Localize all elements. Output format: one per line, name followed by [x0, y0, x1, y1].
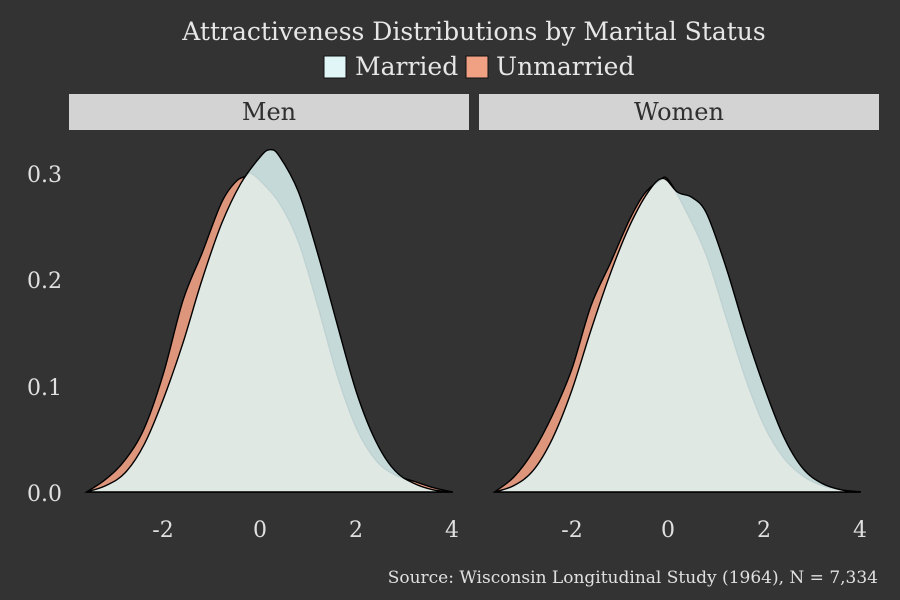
facet-strip-women-label: Women: [634, 98, 724, 126]
facet-strip-women: [479, 94, 879, 130]
legend-key-married: [323, 55, 347, 79]
x-tick-label: 2: [757, 518, 771, 543]
chart-title: Attractiveness Distributions by Marital …: [181, 17, 765, 46]
x-tick-label: -2: [152, 518, 173, 543]
x-tick-label: -2: [561, 518, 582, 543]
facet-strip-men-label: Men: [242, 98, 296, 126]
x-tick-label: 4: [853, 518, 867, 543]
x-tick-label: 0: [253, 518, 267, 543]
density-area-married: [494, 177, 861, 493]
x-tick-label: 2: [349, 518, 363, 543]
y-tick-label: 0.0: [27, 482, 62, 507]
legend-label-married: Married: [355, 52, 458, 81]
chart-caption: Source: Wisconsin Longitudinal Study (19…: [388, 568, 878, 588]
density-area-married: [86, 148, 453, 493]
x-tick-label: 0: [661, 518, 675, 543]
y-tick-label: 0.2: [27, 269, 62, 294]
y-tick-label: 0.3: [27, 163, 62, 188]
x-tick-label: 4: [445, 518, 459, 543]
y-tick-label: 0.1: [27, 376, 62, 401]
legend-label-unmarried: Unmarried: [496, 52, 634, 81]
panel-women: [492, 176, 861, 493]
facet-strip-men: [69, 94, 469, 130]
legend-key-unmarried: [465, 55, 489, 79]
panel-men: [84, 148, 453, 493]
